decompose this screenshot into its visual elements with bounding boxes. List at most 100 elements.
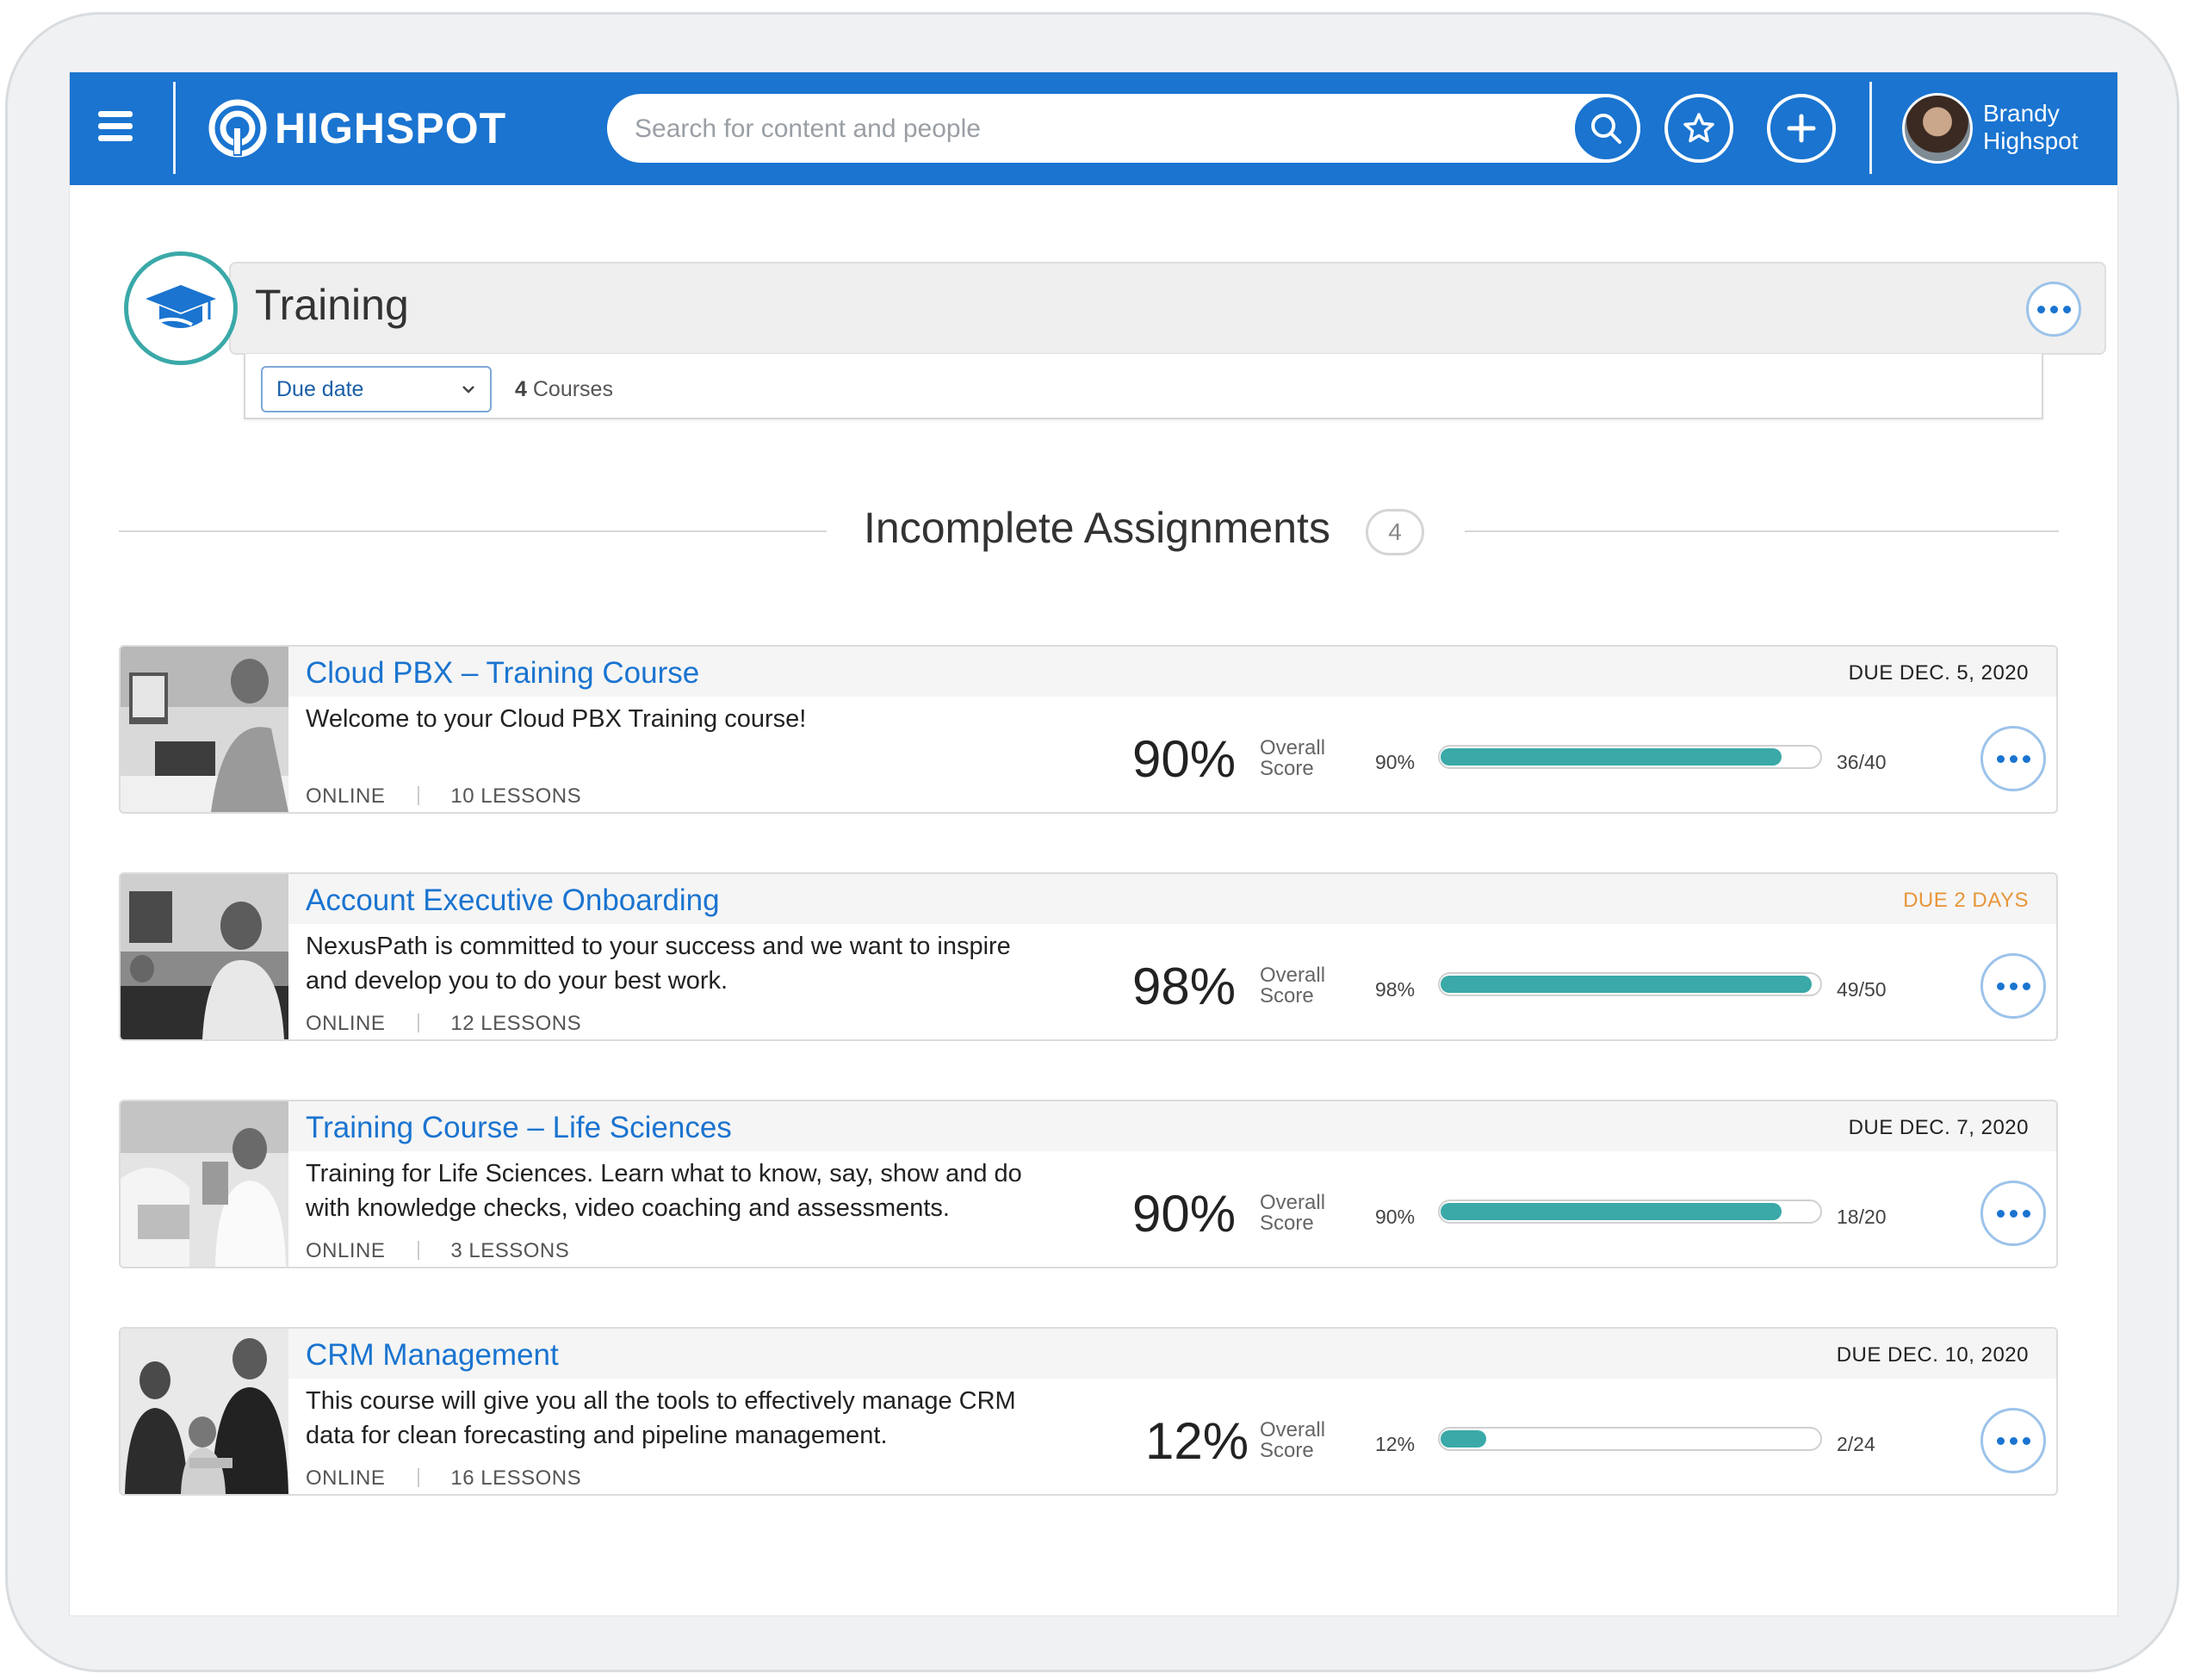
course-more-button[interactable]	[1980, 953, 2046, 1019]
course-description: This course will give you all the tools …	[306, 1387, 1016, 1449]
nav-divider	[173, 82, 176, 174]
course-description: Welcome to your Cloud PBX Training cours…	[306, 705, 807, 733]
hamburger-menu-icon[interactable]	[98, 111, 133, 142]
course-card: Cloud PBX – Training Course DUE DEC. 5, …	[119, 645, 2058, 814]
overall-score-label: Overall Score	[1260, 965, 1325, 1007]
training-header	[229, 262, 2106, 355]
overall-score-label-line2: Score	[1260, 1212, 1314, 1235]
course-lessons: 3 LESSONS	[450, 1239, 570, 1262]
course-mode: ONLINE	[306, 784, 386, 808]
course-lessons: 10 LESSONS	[450, 784, 582, 808]
section-divider-right	[1465, 530, 2059, 532]
more-dots-icon	[1996, 982, 2030, 990]
course-title-link[interactable]: Cloud PBX – Training Course	[306, 656, 700, 690]
course-card: Account Executive Onboarding DUE 2 DAYS …	[119, 872, 2058, 1041]
progress-fill	[1441, 1430, 1486, 1448]
sort-dropdown[interactable]: Due date	[261, 366, 492, 412]
star-icon	[1683, 113, 1714, 143]
course-lessons: 12 LESSONS	[450, 1012, 582, 1035]
progress-fill	[1441, 748, 1782, 766]
course-thumbnail[interactable]	[121, 647, 288, 812]
overall-score-value: 90%	[1131, 730, 1237, 788]
filter-bar	[244, 354, 2043, 419]
course-mode: ONLINE	[306, 1466, 386, 1490]
page-title: Training	[255, 281, 409, 329]
course-card-header	[288, 1329, 2056, 1379]
course-title-link[interactable]: CRM Management	[306, 1338, 559, 1372]
user-last-name: Highspot	[1983, 127, 2079, 154]
course-thumbnail[interactable]	[121, 1101, 288, 1267]
more-dots-icon	[1996, 1436, 2030, 1445]
meta-separator	[418, 1241, 420, 1260]
graduation-cap-icon	[146, 285, 216, 328]
course-description: NexusPath is committed to your success a…	[306, 933, 1011, 995]
course-mode: ONLINE	[306, 1012, 386, 1035]
course-due-date: DUE 2 DAYS	[1903, 889, 2029, 912]
overall-score-label-line1: Overall	[1260, 1191, 1326, 1214]
course-card-header	[288, 1101, 2056, 1151]
overall-score-label-line1: Overall	[1260, 1418, 1326, 1441]
section-divider-left	[119, 530, 827, 532]
course-description: Training for Life Sciences. Learn what t…	[306, 1160, 1022, 1222]
progress-fraction: 49/50	[1837, 978, 1887, 1001]
training-icon-badge	[124, 251, 238, 365]
overall-score-label: Overall Score	[1260, 1420, 1325, 1461]
meta-separator	[418, 1014, 420, 1032]
more-dots-icon	[1996, 1209, 2030, 1218]
highspot-logo[interactable]: HIGHSPOT	[208, 98, 506, 158]
overall-score-label-line1: Overall	[1260, 736, 1326, 759]
course-lessons: 16 LESSONS	[450, 1466, 582, 1490]
user-name[interactable]: Brandy Highspot	[1983, 100, 2079, 155]
course-thumbnail[interactable]	[121, 1329, 288, 1494]
course-more-button[interactable]	[1980, 1181, 2046, 1246]
plus-icon	[1787, 114, 1816, 143]
training-more-button[interactable]	[2026, 282, 2081, 337]
course-title-link[interactable]: Account Executive Onboarding	[306, 883, 720, 917]
course-card: Training Course – Life Sciences DUE DEC.…	[119, 1100, 2058, 1268]
highspot-logo-mark-icon	[208, 99, 267, 158]
course-count-number: 4	[515, 377, 527, 401]
nav-divider	[1869, 82, 1872, 174]
progress-percent: 12%	[1375, 1433, 1416, 1455]
overall-score-label-line2: Score	[1260, 757, 1314, 780]
course-due-date: DUE DEC. 7, 2020	[1848, 1116, 2029, 1139]
course-thumbnail[interactable]	[121, 874, 288, 1039]
favorites-button[interactable]	[1664, 94, 1733, 163]
meta-separator	[418, 786, 420, 805]
progress-fraction: 18/20	[1837, 1206, 1887, 1228]
course-title-link[interactable]: Training Course – Life Sciences	[306, 1111, 732, 1144]
course-count-label: Courses	[532, 377, 613, 401]
section-count-badge: 4	[1366, 509, 1424, 555]
search-input[interactable]	[633, 106, 1497, 152]
progress-percent: 98%	[1375, 978, 1416, 1001]
create-button[interactable]	[1767, 94, 1836, 163]
avatar[interactable]	[1902, 93, 1973, 164]
progress-track	[1438, 1427, 1822, 1451]
progress-percent: 90%	[1375, 1206, 1416, 1228]
overall-score-value: 90%	[1131, 1185, 1237, 1243]
chevron-down-icon	[462, 386, 474, 394]
app-screen: HIGHSPOT Brandy Highspot	[70, 72, 2117, 1615]
logo-text: HIGHSPOT	[275, 104, 507, 152]
overall-score-label-line2: Score	[1260, 984, 1314, 1007]
course-more-button[interactable]	[1980, 1408, 2046, 1473]
overall-score-value: 98%	[1131, 958, 1237, 1015]
course-card-header	[288, 647, 2056, 697]
top-navigation-bar: HIGHSPOT Brandy Highspot	[70, 72, 2117, 185]
sort-dropdown-label: Due date	[276, 377, 364, 401]
more-dots-icon	[1996, 754, 2030, 763]
overall-score-label: Overall Score	[1260, 738, 1325, 779]
course-more-button[interactable]	[1980, 726, 2046, 791]
course-mode: ONLINE	[306, 1239, 386, 1262]
overall-score-value: 12%	[1144, 1412, 1249, 1470]
course-meta: ONLINE 12 LESSONS	[306, 1012, 581, 1036]
search-button[interactable]	[1571, 94, 1640, 163]
progress-fill	[1441, 976, 1812, 993]
search-icon	[1591, 114, 1621, 144]
overall-score-label: Overall Score	[1260, 1193, 1325, 1234]
overall-score-label-line1: Overall	[1260, 964, 1326, 987]
progress-percent: 90%	[1375, 751, 1416, 773]
progress-fraction: 36/40	[1837, 751, 1887, 773]
course-due-date: DUE DEC. 5, 2020	[1848, 661, 2029, 685]
course-meta: ONLINE 3 LESSONS	[306, 1239, 569, 1263]
